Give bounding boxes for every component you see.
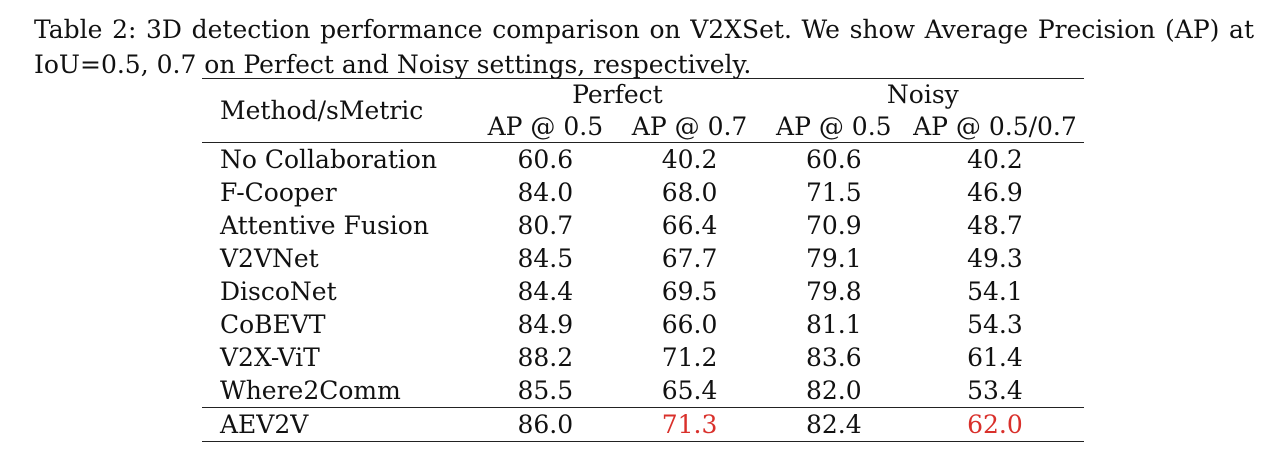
value-cell-bold: 82.4 bbox=[761, 407, 906, 442]
value-cell: 40.2 bbox=[967, 145, 1023, 174]
results-table: Method/sMetric Perfect Noisy AP @ 0.5 AP… bbox=[202, 78, 1084, 442]
table-row: V2VNet 84.5 67.7 79.1 49.3 bbox=[202, 242, 1084, 275]
value-cell-best: 71.3 bbox=[617, 407, 762, 442]
value-cell: 84.9 bbox=[517, 310, 574, 339]
header-row-groups: Method/sMetric Perfect Noisy bbox=[202, 78, 1084, 143]
table-row: CoBEVT 84.9 66.0 81.1 54.3 bbox=[202, 308, 1084, 341]
header-metric: AP @ 0.7 bbox=[617, 110, 762, 143]
header-method: Method/sMetric bbox=[202, 78, 474, 143]
value-cell-bold: 86.0 bbox=[473, 407, 618, 442]
value-cell: 71.2 bbox=[661, 343, 718, 372]
method-name: V2VNet bbox=[220, 244, 319, 273]
method-name: DiscoNet bbox=[220, 277, 337, 306]
value-cell: 54.1 bbox=[967, 277, 1023, 306]
value-cell: 81.1 bbox=[805, 310, 862, 339]
value-cell: 80.7 bbox=[517, 211, 574, 240]
value-cell: 66.0 bbox=[661, 310, 718, 339]
value-cell: 68.0 bbox=[661, 178, 718, 207]
value-cell: 49.3 bbox=[967, 244, 1023, 273]
value-cell: 66.4 bbox=[661, 211, 718, 240]
value-cell: 70.9 bbox=[805, 211, 862, 240]
value-cell: 61.4 bbox=[967, 343, 1023, 372]
table-row: F-Cooper 84.0 68.0 71.5 46.9 bbox=[202, 176, 1084, 209]
table-row: Attentive Fusion 80.7 66.4 70.9 48.7 bbox=[202, 209, 1084, 242]
value-cell: 65.4 bbox=[661, 376, 718, 405]
method-name: V2X-ViT bbox=[220, 343, 320, 372]
table-row: DiscoNet 84.4 69.5 79.8 54.1 bbox=[202, 275, 1084, 308]
table-row: V2X-ViT 88.2 71.2 83.6 61.4 bbox=[202, 341, 1084, 374]
caption-line-1: Table 2: 3D detection performance compar… bbox=[34, 15, 1254, 44]
header-metric: AP @ 0.5 bbox=[473, 110, 618, 143]
header-metric: AP @ 0.5/0.7 bbox=[905, 110, 1084, 143]
table-caption: Table 2: 3D detection performance compar… bbox=[34, 12, 1254, 82]
value-cell: 54.3 bbox=[967, 310, 1023, 339]
method-name: F-Cooper bbox=[220, 178, 337, 207]
header-group-noisy: Noisy bbox=[761, 78, 1084, 110]
value-cell: 79.8 bbox=[805, 277, 862, 306]
value-cell: 82.0 bbox=[805, 376, 862, 405]
method-name: No Collaboration bbox=[220, 145, 438, 174]
value-cell: 84.4 bbox=[517, 277, 574, 306]
value-cell: 40.2 bbox=[661, 145, 718, 174]
value-cell: 79.1 bbox=[805, 244, 862, 273]
table-row: No Collaboration 60.6 40.2 60.6 40.2 bbox=[202, 143, 1084, 177]
value-cell: 83.6 bbox=[805, 343, 862, 372]
table-row-proposed: AEV2V 86.0 71.3 82.4 62.0 bbox=[202, 407, 1084, 442]
value-cell: 85.5 bbox=[517, 376, 574, 405]
value-cell: 60.6 bbox=[517, 145, 574, 174]
header-group-perfect: Perfect bbox=[473, 78, 762, 110]
value-cell: 53.4 bbox=[967, 376, 1023, 405]
value-cell: 71.5 bbox=[805, 178, 862, 207]
method-name-proposed: AEV2V bbox=[202, 407, 474, 442]
caption-line-2: IoU=0.5, 0.7 on Perfect and Noisy settin… bbox=[34, 50, 752, 79]
value-cell: 60.6 bbox=[805, 145, 862, 174]
value-cell: 84.5 bbox=[517, 244, 574, 273]
value-cell: 48.7 bbox=[967, 211, 1023, 240]
header-metric: AP @ 0.5 bbox=[761, 110, 906, 143]
method-name: Attentive Fusion bbox=[220, 211, 429, 240]
value-cell: 88.2 bbox=[517, 343, 574, 372]
table-row: Where2Comm 85.5 65.4 82.0 53.4 bbox=[202, 374, 1084, 408]
value-cell: 46.9 bbox=[967, 178, 1023, 207]
method-name: CoBEVT bbox=[220, 310, 326, 339]
value-cell: 69.5 bbox=[661, 277, 718, 306]
value-cell: 84.0 bbox=[517, 178, 574, 207]
method-name: Where2Comm bbox=[220, 376, 401, 405]
value-cell-best: 62.0 bbox=[905, 407, 1084, 442]
value-cell: 67.7 bbox=[661, 244, 718, 273]
header-row-metrics: AP @ 0.5 AP @ 0.7 AP @ 0.5 AP @ 0.5/0.7 bbox=[202, 110, 1084, 143]
